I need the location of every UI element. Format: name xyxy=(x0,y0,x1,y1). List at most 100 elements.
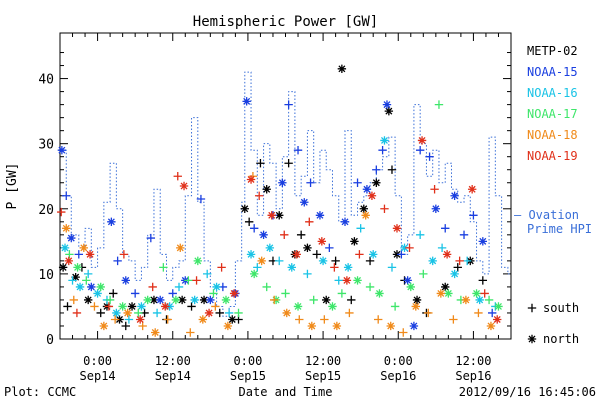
data-point-south xyxy=(306,178,315,187)
data-point-south xyxy=(334,276,343,285)
data-point-north xyxy=(292,250,301,259)
data-point-south xyxy=(186,328,195,337)
x-tick-time-label: 12:00 xyxy=(155,354,191,368)
data-point-north xyxy=(293,302,303,311)
data-point-south xyxy=(293,145,303,155)
data-point-north xyxy=(384,106,394,116)
data-point-south xyxy=(453,263,462,272)
data-point-north xyxy=(199,295,209,305)
data-point-north xyxy=(380,136,389,145)
data-point-north xyxy=(87,282,96,292)
legend-entry: NOAA-16 xyxy=(527,86,578,100)
data-point-north xyxy=(198,315,208,324)
data-point-north xyxy=(242,97,251,106)
data-point-north xyxy=(342,276,352,285)
data-point-north xyxy=(486,321,496,331)
data-point-north xyxy=(328,302,337,311)
data-point-south xyxy=(372,165,381,174)
data-point-south xyxy=(484,295,494,305)
data-point-north xyxy=(392,250,402,259)
data-point-north xyxy=(57,145,67,155)
data-point-south xyxy=(90,302,99,311)
x-tick-time-label: 0:00 xyxy=(384,354,413,368)
plot-timestamp: 2012/09/16 16:45:06 xyxy=(459,385,596,399)
data-point-north xyxy=(361,211,370,220)
data-point-south xyxy=(380,204,389,213)
x-tick-time-label: 12:00 xyxy=(455,354,491,368)
data-point-south xyxy=(168,289,177,298)
data-point-south xyxy=(192,276,201,285)
data-point-north xyxy=(67,233,76,243)
y-axis-label: P [GW] xyxy=(5,163,20,210)
y-tick-label: 30 xyxy=(38,138,54,153)
data-point-north xyxy=(190,295,199,305)
data-point-north xyxy=(400,243,409,253)
data-point-south xyxy=(196,194,206,204)
data-point-south xyxy=(430,185,439,194)
data-point-south xyxy=(441,224,450,233)
plot-credit: Plot: CCMC xyxy=(4,385,76,399)
data-point-north xyxy=(467,185,477,194)
data-point-north xyxy=(259,230,268,240)
data-point-south xyxy=(480,289,489,298)
data-point-north xyxy=(412,295,422,305)
data-point-south xyxy=(330,263,339,272)
data-point-north xyxy=(127,302,137,311)
data-point-south xyxy=(415,145,425,155)
data-point-south xyxy=(365,282,375,292)
data-point-north xyxy=(71,272,80,282)
data-point-north xyxy=(441,282,450,292)
data-point-north xyxy=(278,178,287,187)
data-point-north xyxy=(315,211,325,220)
data-point-south xyxy=(478,276,488,285)
data-point-north xyxy=(494,302,503,311)
data-point-south xyxy=(425,152,434,161)
data-point-south xyxy=(234,308,243,318)
data-point-north xyxy=(96,282,105,292)
x-tick-time-label: 0:00 xyxy=(83,354,112,368)
data-point-north xyxy=(417,136,427,145)
data-point-south xyxy=(419,269,428,279)
legend-entry: NOAA-15 xyxy=(527,65,578,79)
data-point-south xyxy=(209,289,218,298)
x-tick-day-label: Sep14 xyxy=(155,369,191,383)
data-point-south xyxy=(72,308,82,318)
data-point-south xyxy=(270,295,279,305)
data-point-north xyxy=(143,295,152,305)
data-point-south xyxy=(355,250,364,259)
data-point-north xyxy=(450,269,459,279)
x-tick-day-label: Sep16 xyxy=(380,369,416,383)
data-point-north xyxy=(428,256,437,266)
y-tick-label: 10 xyxy=(38,268,54,283)
data-point-south xyxy=(280,230,289,240)
data-point-north xyxy=(123,308,132,318)
data-point-south xyxy=(187,302,196,311)
data-point-north xyxy=(353,276,362,285)
marker-key-south: south xyxy=(543,301,579,315)
data-point-south xyxy=(174,282,184,292)
data-point-north xyxy=(372,178,381,187)
data-point-south xyxy=(163,315,172,324)
data-point-south xyxy=(83,269,93,279)
data-point-south xyxy=(74,250,83,259)
data-point-south xyxy=(281,289,290,298)
data-point-south xyxy=(256,159,265,168)
data-point-south xyxy=(455,256,464,266)
data-point-north xyxy=(265,243,275,253)
data-point-south xyxy=(331,256,340,266)
data-point-south xyxy=(148,282,157,292)
data-point-north xyxy=(60,243,70,253)
data-point-south xyxy=(325,243,334,253)
data-point-south xyxy=(345,308,354,318)
data-point-north xyxy=(257,256,266,266)
data-point-north xyxy=(262,185,271,194)
data-point-north xyxy=(318,256,328,266)
data-point-north xyxy=(475,295,484,305)
data-point-north xyxy=(431,204,441,213)
data-point-north xyxy=(246,250,256,259)
data-point-south xyxy=(69,295,78,305)
data-point-north xyxy=(317,237,327,246)
x-axis-label: Date and Time xyxy=(239,385,333,399)
x-tick-time-label: 12:00 xyxy=(305,354,341,368)
